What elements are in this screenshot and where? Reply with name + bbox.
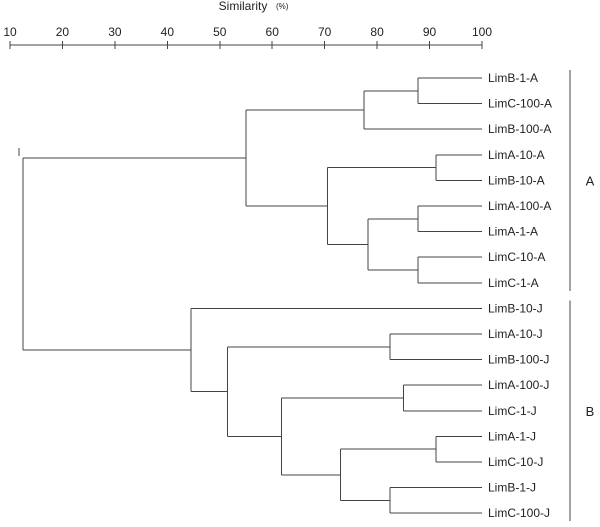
leaf-label: LimC-10-J — [488, 455, 543, 469]
axis-unit: (%) — [276, 2, 289, 11]
axis-title: Similarity — [219, 0, 268, 13]
leaf-label: LimA-100-J — [488, 378, 549, 392]
leaf-label: LimC-1-J — [488, 404, 537, 418]
axis-tick-label: 80 — [370, 25, 384, 39]
axis-tick-label: 30 — [108, 25, 122, 39]
axis-tick-label: 70 — [318, 25, 332, 39]
leaf-label: LimA-1-J — [488, 429, 536, 443]
axis-tick-label: 40 — [161, 25, 175, 39]
leaf-label: LimB-1-A — [488, 71, 538, 85]
cluster-groups: AB — [569, 70, 595, 522]
axis-tick-label: 100 — [472, 25, 492, 39]
leaf-label: LimC-100-J — [488, 506, 550, 520]
leaf-label: LimC-10-A — [488, 250, 545, 264]
leaf-label: LimB-100-A — [488, 122, 551, 136]
leaf-label: LimA-10-J — [488, 327, 543, 341]
leaf-label: LimA-1-A — [488, 225, 538, 239]
dendrogram-branches — [18, 77, 482, 514]
leaf-label: LimB-100-J — [488, 353, 549, 367]
leaf-label: LimC-100-A — [488, 97, 552, 111]
leaf-label: LimC-1-A — [488, 276, 539, 290]
axis-tick-label: 10 — [3, 25, 17, 39]
leaf-labels: LimB-1-A LimC-100-A LimB-100-A LimA-10-A Lim… — [488, 71, 552, 520]
group-label: A — [586, 173, 595, 188]
axis-tick-label: 60 — [266, 25, 280, 39]
leaf-label: LimA-100-A — [488, 199, 551, 213]
axis-tick-label: 90 — [423, 25, 437, 39]
leaf-label: LimB-10-J — [488, 301, 543, 315]
leaf-label: LimA-10-A — [488, 148, 545, 162]
group-label: B — [586, 404, 595, 419]
axis-tick-label: 50 — [213, 25, 227, 39]
leaf-label: LimB-10-A — [488, 173, 545, 187]
axis-tick-label: 20 — [56, 25, 70, 39]
leaf-label: LimB-1-J — [488, 481, 536, 495]
axis-ticks: 10 20 30 40 50 60 70 80 90 100 — [3, 25, 492, 49]
similarity-axis: Similarity (%) 10 20 30 40 50 60 70 80 90 100 — [3, 0, 492, 49]
